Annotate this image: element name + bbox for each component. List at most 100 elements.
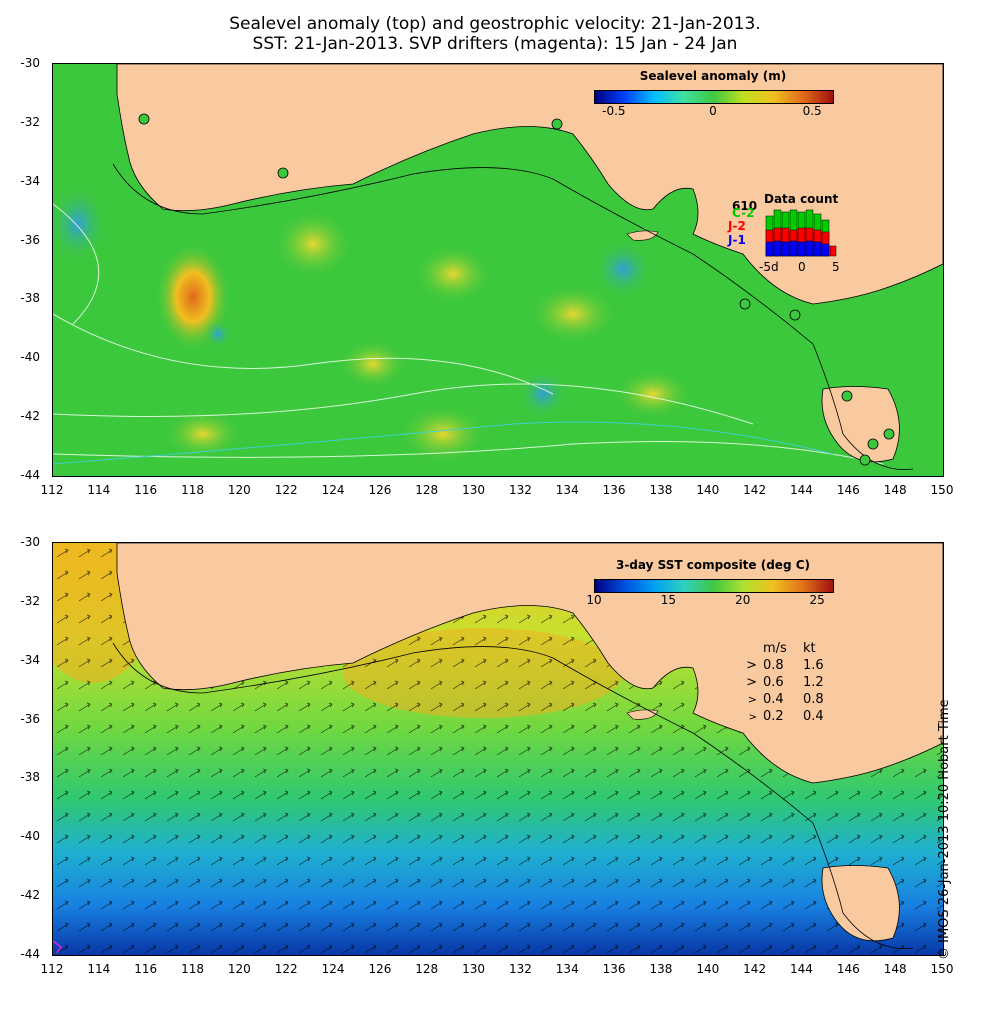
sla-high-patch [398,404,488,464]
top-lon-tick-label: 118 [181,483,204,497]
shelf-contour [112,642,914,949]
bottom-lon-tick-label: 124 [321,962,345,976]
bottom-lon-tick-label: 134 [555,962,579,976]
sla-low-patch [53,184,108,264]
top-lon-tick-label: 132 [508,483,532,497]
sst-cbar-label: 25 [809,593,825,607]
top-lon-tick-label: 116 [134,483,158,497]
kangaroo-island [626,709,659,720]
scale-arrow-icon: > [746,658,757,673]
top-lon-tick-label: 130 [462,483,486,497]
sla-low-patch [204,320,232,348]
bottom-lon-tick-label: 116 [134,962,158,976]
sla-high-patch [528,284,618,344]
sst-map[interactable] [52,542,944,956]
top-lat-tick-label: -42 [20,409,40,424]
data-count-max: 610 [732,199,758,213]
sla-high-patch [613,369,693,419]
top-lat-tick-label: -40 [20,350,40,365]
bottom-lat-tick-label: -32 [20,593,40,608]
top-lon-tick-label: 144 [790,483,813,497]
top-lon-tick-label: 140 [696,483,720,497]
bottom-lon-tick-label: 144 [790,962,813,976]
bathymetry-contours [53,203,884,465]
top-lon-tick-label: 120 [227,483,251,497]
top-lat-tick-label: -32 [20,114,40,129]
top-lat-tick-label: -36 [20,232,40,247]
satellite-label-j2: J-2 [728,219,746,233]
top-lon-tick-label: 124 [321,483,345,497]
bottom-lat-tick-label: -30 [20,535,40,549]
scale-ms-value: 0.4 [763,692,784,707]
scale-arrow-icon: > [746,675,757,690]
scale-ms-value: 0.2 [763,709,784,724]
top-lon-tick-label: 148 [883,483,907,497]
scale-ms-value: 0.8 [763,658,784,673]
top-lon-tick-label: 146 [836,483,860,497]
top-lon-tick-label: 150 [930,483,954,497]
sealevel-map-canvas [53,64,943,476]
bottom-lat-tick-label: -34 [20,652,40,667]
data-count-xlabel: 0 [798,260,806,274]
bottom-lat-tick-label: -40 [20,829,40,844]
scale-kt-value: 0.4 [803,709,824,724]
data-count-title: Data count [764,192,839,206]
tasmania [821,865,900,942]
sst-cbar-label: 15 [660,593,677,607]
scale-kt-value: 0.8 [803,692,824,707]
sla-high-patch [413,244,493,304]
bottom-lon-tick-label: 142 [743,962,767,976]
sla-legend-title: Sealevel anomaly (m) [639,69,787,83]
sst-map-canvas [53,543,943,955]
scale-kt-value: 1.2 [803,675,824,690]
sla-high-patch [338,339,408,389]
svp-drifter-track [53,940,63,954]
satellite-label-j1: J-1 [728,233,746,247]
bottom-lon-tick-label: 130 [462,962,486,976]
sst-legend-title: 3-day SST composite (deg C) [615,558,811,572]
bottom-lat-tick-label: -42 [20,888,40,903]
bottom-lat-tick-label: -38 [20,770,40,785]
cyan-contour [53,421,834,465]
bottom-lon-tick-label: 128 [415,962,439,976]
sealevel-anomaly-map[interactable] [52,63,944,477]
kangaroo-island [626,230,659,241]
bottom-lon-tick-label: 150 [930,962,954,976]
bottom-lon-tick-label: 122 [274,962,298,976]
sla-colorbar [594,90,834,104]
top-lon-tick-label: 122 [274,483,298,497]
bottom-lon-tick-label: 136 [602,962,626,976]
data-count-histogram [765,209,837,257]
top-lon-tick-label: 136 [602,483,626,497]
imos-credit: © IMOS 26-Jan-2013 10:20 Hobart Time [937,699,952,960]
top-lat-tick-label: -34 [20,173,40,188]
top-lon-tick-label: 112 [40,483,64,497]
sst-cbar-label: 10 [586,593,602,607]
sla-cbar-label: 0 [709,104,717,118]
figure-title-line-1: Sealevel anomaly (top) and geostrophic v… [229,14,761,34]
sla-high-patch [273,209,353,279]
velocity-scale: m/s kt >0.8 1.6 >0.6 1.2 >0.4 0.8 >0.2 0.4 [735,640,824,726]
figure-title-line-2: SST: 21-Jan-2013. SVP drifters (magenta)… [252,34,738,54]
bottom-lon-tick-label: 118 [181,962,204,976]
bottom-lon-tick-label: 112 [40,962,64,976]
top-lon-tick-label: 138 [649,483,673,497]
bottom-lon-tick-label: 146 [836,962,860,976]
tasmania [821,386,900,463]
scale-kt-value: 1.6 [803,658,824,673]
top-lon-tick-label: 134 [555,483,579,497]
top-lon-tick-label: 114 [87,483,111,497]
sla-cbar-label: -0.5 [602,104,626,118]
bottom-lat-tick-label: -36 [20,711,40,726]
data-count-xlabel: 5 [832,260,840,274]
velocity-scale-header-kt: kt [803,641,816,656]
bottom-lon-tick-label: 114 [87,962,111,976]
sst-cbar-label: 20 [735,593,751,607]
top-lat-tick-label: -44 [20,468,40,482]
top-lat-tick-label: -30 [20,56,40,70]
bottom-lon-tick-label: 132 [508,962,532,976]
bottom-lon-tick-label: 126 [368,962,392,976]
scale-ms-value: 0.6 [763,675,784,690]
sla-low-patch [518,369,568,419]
satellite-label-c2: C-2 [732,206,755,220]
